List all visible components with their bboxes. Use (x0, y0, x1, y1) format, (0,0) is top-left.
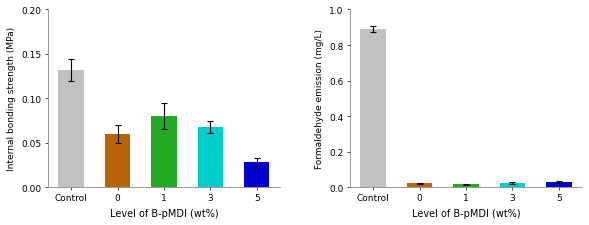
Bar (58, 71, 84, 187)
Bar (244, 163, 269, 187)
X-axis label: Level of B-pMDI (wt%): Level of B-pMDI (wt%) (412, 208, 520, 218)
Y-axis label: Internal bonding strength (MPa): Internal bonding strength (MPa) (7, 27, 16, 171)
Bar (499, 183, 525, 187)
Bar (546, 182, 571, 187)
Bar (360, 30, 386, 187)
Bar (105, 134, 130, 187)
Bar (151, 117, 177, 187)
Bar (407, 184, 432, 187)
Y-axis label: Formaldehyde emission (mg/L): Formaldehyde emission (mg/L) (315, 29, 324, 169)
X-axis label: Level of B-pMDI (wt%): Level of B-pMDI (wt%) (110, 208, 219, 218)
Bar (453, 184, 479, 187)
Bar (197, 127, 223, 187)
